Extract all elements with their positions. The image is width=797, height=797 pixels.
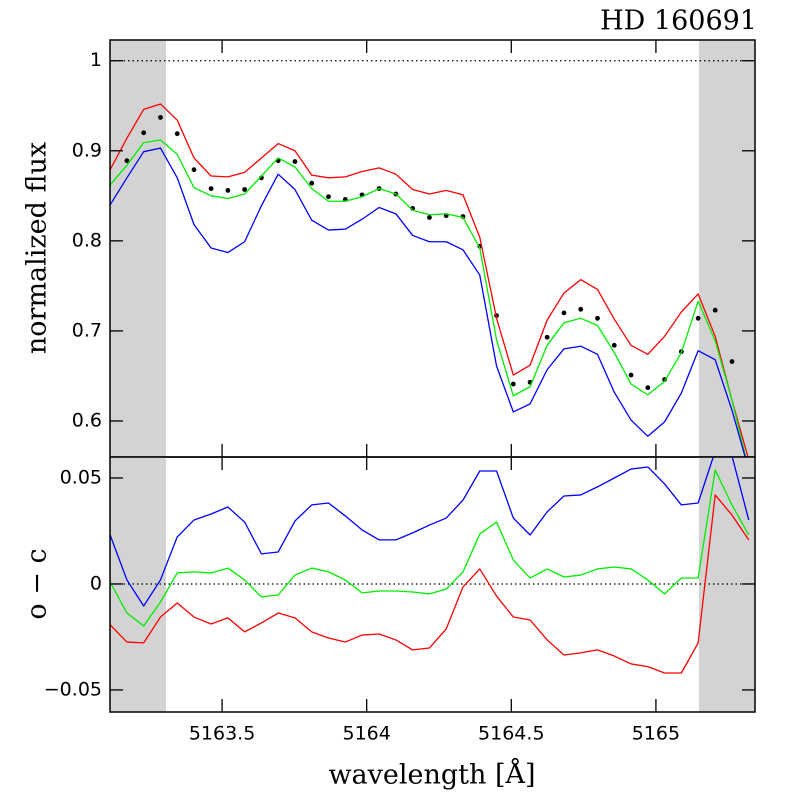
x-tick-label: 5163.5 xyxy=(189,723,255,745)
data-point xyxy=(208,186,214,192)
data-point xyxy=(645,385,651,391)
data-point xyxy=(191,167,197,173)
model-line xyxy=(110,103,749,457)
data-point xyxy=(544,334,550,340)
x-tick-label: 5164.5 xyxy=(478,723,544,745)
model-line xyxy=(110,494,750,674)
shaded-region xyxy=(699,40,755,457)
y-tick-label: 0.6 xyxy=(72,409,102,431)
data-point xyxy=(242,187,248,192)
data-point xyxy=(712,307,718,313)
data-point xyxy=(326,194,331,200)
y-tick-label: 0 xyxy=(90,572,102,594)
data-point xyxy=(174,131,180,137)
y-tick-label: 0.8 xyxy=(72,229,102,251)
x-tick-label: 5165 xyxy=(632,723,680,745)
data-point xyxy=(225,188,231,193)
data-point xyxy=(578,306,584,312)
data-point xyxy=(124,158,130,164)
data-point xyxy=(158,115,163,120)
y-tick-label: 1 xyxy=(90,49,102,71)
data-point xyxy=(292,159,298,164)
data-point xyxy=(510,381,516,387)
data-point xyxy=(595,315,600,321)
data-point xyxy=(695,315,701,321)
y-tick-label: 0.7 xyxy=(72,319,102,341)
model-line xyxy=(110,139,747,457)
data-point xyxy=(729,359,735,364)
model-line xyxy=(110,457,750,607)
model-line xyxy=(110,147,746,457)
y-axis-label: o − c xyxy=(22,548,53,619)
y-tick-label: 0.05 xyxy=(60,466,102,488)
model-line xyxy=(110,469,750,627)
x-axis-label: wavelength [Å] xyxy=(328,758,535,791)
data-point xyxy=(611,342,617,348)
shaded-region xyxy=(110,40,166,457)
data-point xyxy=(141,130,147,136)
data-point xyxy=(427,215,432,220)
plot-area xyxy=(110,40,755,457)
plot-frame xyxy=(109,456,756,713)
y-tick-label: 0.9 xyxy=(72,139,102,161)
y-tick-label: −0.05 xyxy=(44,678,102,700)
data-point xyxy=(309,180,315,186)
x-tick-label: 5164 xyxy=(343,723,391,745)
y-axis-label: normalized flux xyxy=(22,142,53,354)
data-point xyxy=(628,372,634,378)
chart-title: HD 160691 xyxy=(600,6,757,37)
data-point xyxy=(561,310,567,316)
